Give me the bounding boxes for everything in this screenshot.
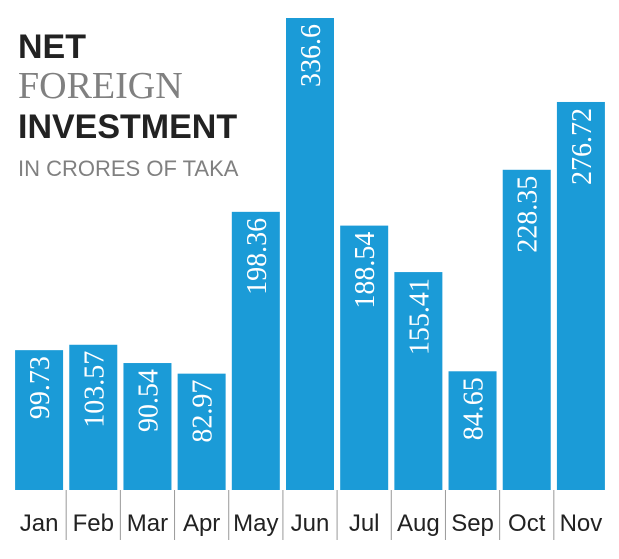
title-line: INVESTMENT — [18, 108, 237, 146]
x-tick-label: Nov — [560, 510, 603, 537]
subtitle: IN CRORES OF TAKA — [18, 156, 239, 181]
x-tick-label: Jul — [349, 510, 380, 537]
title-line: NET — [18, 28, 86, 66]
x-tick-label: Mar — [127, 510, 168, 537]
title-line: FOREIGN — [18, 65, 183, 107]
x-tick-label: Oct — [508, 510, 546, 537]
bar — [69, 344, 118, 490]
value-label: 198.36 — [242, 218, 273, 295]
bar — [448, 371, 497, 490]
x-tick-label: Feb — [73, 510, 114, 537]
value-label: 103.57 — [79, 351, 110, 428]
value-label: 84.65 — [459, 377, 490, 440]
value-label: 336.6 — [296, 24, 327, 87]
x-tick-label: Sep — [451, 510, 494, 537]
x-tick-label: Jun — [291, 510, 330, 537]
value-label: 82.97 — [188, 380, 219, 443]
bar — [15, 350, 64, 490]
value-label: 276.72 — [567, 108, 598, 185]
bar — [394, 272, 443, 490]
bar — [556, 101, 605, 491]
x-tick-label: Apr — [183, 510, 220, 537]
value-label: 90.54 — [133, 369, 164, 432]
value-label: 228.35 — [513, 176, 544, 253]
value-label: 99.73 — [25, 356, 56, 419]
value-label: 155.41 — [404, 278, 435, 355]
value-label: 188.54 — [350, 232, 381, 309]
bar — [123, 363, 172, 490]
x-tick-label: Jan — [20, 510, 59, 537]
x-tick-label: Aug — [397, 510, 440, 537]
bar — [177, 373, 226, 490]
bar — [502, 169, 551, 490]
bar — [340, 225, 389, 491]
bar — [231, 211, 280, 490]
bar — [286, 18, 334, 490]
x-tick-label: May — [233, 510, 278, 537]
